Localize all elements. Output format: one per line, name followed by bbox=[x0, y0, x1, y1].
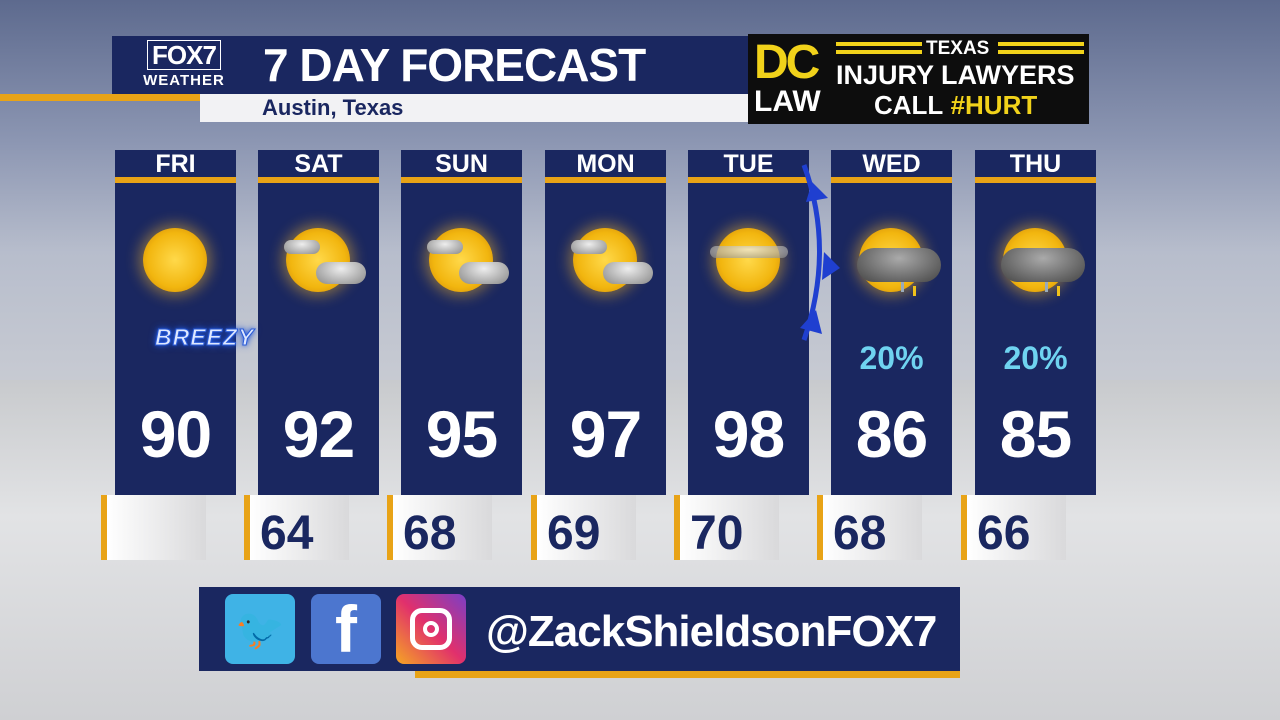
day-label: WED bbox=[831, 150, 952, 183]
facebook-icon[interactable]: f bbox=[311, 592, 381, 666]
high-temp: 85 bbox=[999, 397, 1072, 471]
low-temp: 64 bbox=[244, 495, 349, 560]
ad-call: CALL #HURT bbox=[874, 90, 1037, 120]
instagram-icon[interactable] bbox=[396, 594, 466, 664]
day-column: FRI 90 bbox=[115, 150, 236, 495]
ad-hashtag: #HURT bbox=[950, 90, 1038, 120]
accent-line bbox=[415, 671, 960, 678]
day-column: SAT 92 bbox=[258, 150, 379, 495]
day-column: WED 20% 86 bbox=[831, 150, 952, 495]
haze-icon bbox=[710, 246, 788, 258]
day-label: SUN bbox=[401, 150, 522, 183]
logo-text: FOX7 bbox=[147, 40, 221, 70]
cloud-icon bbox=[571, 240, 607, 254]
low-temp: 66 bbox=[961, 495, 1066, 560]
cloud-icon bbox=[284, 240, 320, 254]
sun-icon bbox=[143, 228, 207, 292]
accent-line bbox=[0, 94, 200, 101]
cloud-icon bbox=[603, 262, 653, 284]
low-temp: 68 bbox=[817, 495, 922, 560]
day-label: SAT bbox=[258, 150, 379, 183]
ad-call-text: CALL bbox=[874, 90, 944, 120]
ad-brand-bottom: LAW bbox=[754, 85, 821, 118]
high-temp: 90 bbox=[139, 397, 212, 471]
cloud-icon bbox=[427, 240, 463, 254]
storm-cloud-icon bbox=[857, 248, 941, 282]
social-handle[interactable]: @ZackShieldsonFOX7 bbox=[486, 607, 937, 656]
lightning-icon bbox=[913, 286, 916, 296]
title-bar bbox=[112, 36, 748, 94]
logo-subtext: WEATHER bbox=[143, 72, 225, 89]
ad-stripe bbox=[836, 42, 922, 54]
precip-chance: 20% bbox=[1003, 340, 1068, 376]
high-temp: 86 bbox=[855, 397, 928, 471]
precip-chance: 20% bbox=[859, 340, 924, 376]
fox7-weather-logo: FOX7 WEATHER bbox=[131, 40, 237, 92]
location: Austin, Texas bbox=[262, 95, 404, 120]
day-label: MON bbox=[545, 150, 666, 183]
ad-brand-top: DC bbox=[754, 36, 820, 89]
rain-icon bbox=[1045, 282, 1048, 292]
ad-line: INJURY LAWYERS bbox=[836, 60, 1075, 90]
twitter-icon[interactable]: 🐦 bbox=[225, 594, 295, 664]
sun-icon bbox=[716, 228, 780, 292]
front-triangle bbox=[806, 182, 828, 202]
subtitle-bar bbox=[200, 94, 748, 122]
low-temp: 69 bbox=[531, 495, 636, 560]
ad-state: TEXAS bbox=[926, 38, 990, 59]
lightning-icon bbox=[1057, 286, 1060, 296]
day-column: MON 97 bbox=[545, 150, 666, 495]
rain-icon bbox=[901, 282, 904, 292]
day-column: SUN 95 bbox=[401, 150, 522, 495]
day-column: THU 20% 85 bbox=[975, 150, 1096, 495]
low-temp bbox=[101, 495, 206, 560]
cold-front-icon bbox=[800, 164, 840, 341]
page-title: 7 DAY FORECAST bbox=[263, 39, 646, 91]
high-temp: 97 bbox=[569, 397, 642, 471]
cloud-icon bbox=[316, 262, 366, 284]
low-temp: 70 bbox=[674, 495, 779, 560]
high-temp: 95 bbox=[425, 397, 498, 471]
day-label: THU bbox=[975, 150, 1096, 183]
front-triangle bbox=[822, 252, 840, 280]
sponsor-ad: DC LAW TEXAS INJURY LAWYERS CALL #HURT bbox=[748, 34, 1089, 124]
day-column: TUE 98 bbox=[688, 150, 809, 495]
day-label: FRI bbox=[115, 150, 236, 183]
cloud-icon bbox=[459, 262, 509, 284]
high-temp: 98 bbox=[712, 397, 785, 471]
low-temp: 68 bbox=[387, 495, 492, 560]
ad-stripe bbox=[998, 42, 1084, 54]
storm-cloud-icon bbox=[1001, 248, 1085, 282]
front-triangle bbox=[800, 310, 822, 334]
breezy-label: BREEZY bbox=[154, 324, 255, 351]
day-label: TUE bbox=[688, 150, 809, 183]
high-temp: 92 bbox=[282, 397, 355, 471]
